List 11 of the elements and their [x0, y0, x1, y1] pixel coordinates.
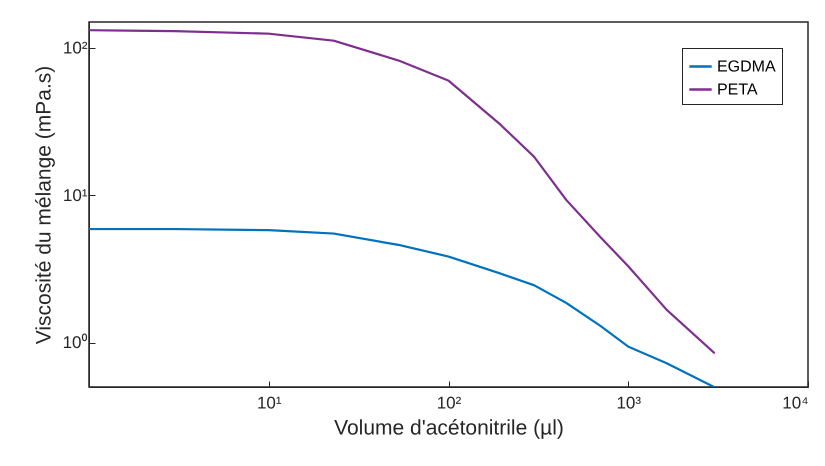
x-axis-title: Volume d'acétonitrile (µl): [334, 416, 564, 440]
x-tick-label: 10³: [616, 394, 642, 412]
x-tick-label: 10¹: [256, 394, 282, 412]
y-tick-label: 10²: [62, 38, 88, 58]
y-axis-title: Viscosité du mélange (mPa.s): [32, 66, 56, 344]
y-tick-label: 10¹: [62, 186, 88, 205]
legend-label: PETA: [717, 82, 758, 98]
x-tick-label: 10⁴: [782, 394, 808, 412]
x-tick-label: 10²: [436, 394, 462, 412]
y-tick-label: 10⁰: [62, 333, 88, 352]
legend-label: EGDMA: [717, 58, 776, 76]
